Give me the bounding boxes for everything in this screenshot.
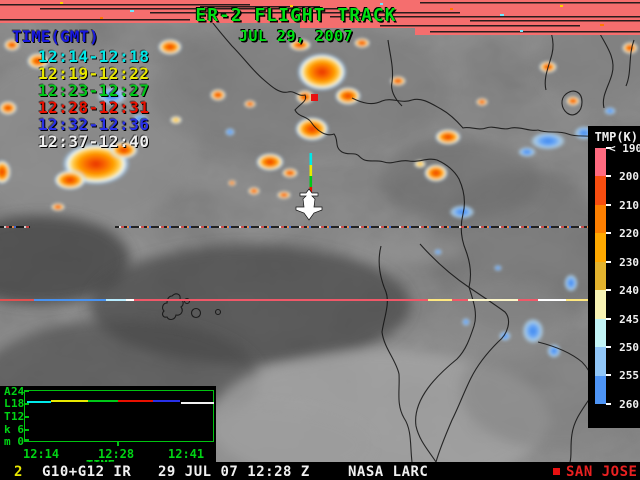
page-date: JUL 29, 2007 xyxy=(238,27,354,45)
time-legend-entry: 12:19-12:22 xyxy=(38,64,150,83)
hot-cloud-blobs xyxy=(0,38,638,211)
time-legend-entry: 12:32-12:36 xyxy=(38,115,150,134)
san-jose-marker xyxy=(311,94,318,101)
channel-number: 2 xyxy=(14,464,23,480)
colorbar-tick-label: < 190 xyxy=(609,142,640,155)
altitude-profile-segment xyxy=(118,400,153,402)
coastlines xyxy=(162,0,640,462)
colorbar-tick-label: 250 xyxy=(619,341,639,354)
colorbar-tick-label: 230 xyxy=(619,256,639,269)
colorbar-segment xyxy=(595,318,606,348)
y-tick-label: 12 xyxy=(11,410,25,423)
colorbar-segment xyxy=(595,233,606,262)
altitude-profile-segment xyxy=(51,400,88,402)
colorbar-tick-label: 245 xyxy=(619,313,639,326)
x-tick-label: 12:28 xyxy=(98,447,135,461)
agency-label: NASA LARC xyxy=(348,464,429,480)
altitude-profile-segment xyxy=(27,401,51,403)
datetime-label: 29 JUL 07 12:28 Z xyxy=(158,464,310,480)
colorbar-segment xyxy=(595,148,606,177)
colorbar-segment xyxy=(595,204,606,234)
colorbar-tick-label: 210 xyxy=(619,199,639,212)
noise-specks xyxy=(60,2,604,32)
altitude-profile-segment xyxy=(181,402,214,404)
colorbar-title: TMP(K) xyxy=(594,130,638,144)
colorbar-tick-label: 260 xyxy=(619,398,639,411)
y-tick-label: 0 xyxy=(17,435,24,448)
x-tick-label: 12:41 xyxy=(168,447,205,461)
time-legend-entry: 12:14-12:18 xyxy=(38,47,150,66)
altitude-profile-segment xyxy=(88,400,118,402)
altitude-profile-segment xyxy=(153,400,180,402)
colorbar-tick-label: 220 xyxy=(619,227,639,240)
top-noise-band xyxy=(0,0,640,35)
colorbar-segment xyxy=(595,290,606,319)
altitude-plot-frame xyxy=(24,390,214,442)
time-legend-entry: 12:28-12:31 xyxy=(38,98,150,117)
san-jose-label: SAN JOSE xyxy=(566,464,638,480)
colorbar-tick-label: 240 xyxy=(619,284,639,297)
y-tick-label: 24 xyxy=(11,385,25,398)
er2-aircraft-icon xyxy=(295,188,323,221)
colorbar-gradient xyxy=(595,148,606,404)
colorbar-segment xyxy=(595,176,606,205)
title-block: ER-2 FLIGHT TRACK JUL 29, 2007 xyxy=(168,5,424,45)
y-axis-char: T xyxy=(4,410,11,423)
y-tick-label: 18 xyxy=(11,397,25,410)
time-legend-entries: 12:14-12:18 12:19-12:22 12:23-12:27 12:2… xyxy=(38,48,149,150)
time-legend: TIME(GMT) 12:14-12:18 12:19-12:22 12:23-… xyxy=(12,27,149,150)
scanline-artifact xyxy=(115,226,640,228)
scanline-artifact-left xyxy=(0,226,30,228)
y-axis-char: m xyxy=(4,435,11,448)
time-legend-entry: 12:37-12:40 xyxy=(38,132,150,151)
flight-track xyxy=(295,94,323,221)
time-legend-title: TIME(GMT) xyxy=(12,27,99,46)
colorbar-tick-label: 255 xyxy=(619,369,639,382)
x-tick-label: 12:14 xyxy=(23,447,60,461)
temperature-colorbar: TMP(K) < 190 200 210 220 230 240 245 250… xyxy=(588,126,640,428)
colorbar-segment xyxy=(595,347,606,376)
colorbar-segment xyxy=(595,375,606,404)
time-legend-entry: 12:23-12:27 xyxy=(38,81,150,100)
page-title: ER-2 FLIGHT TRACK xyxy=(195,5,397,26)
y-tick-label: 6 xyxy=(17,423,24,436)
y-axis-char: A xyxy=(4,385,11,398)
colorbar-tick-label: 200 xyxy=(619,170,639,183)
product-label: G10+G12 IR xyxy=(42,464,132,480)
colorbar-segment xyxy=(595,261,606,291)
cold-cloud-blobs xyxy=(97,87,616,358)
status-bar: 2 G10+G12 IR 29 JUL 07 12:28 Z NASA LARC… xyxy=(0,462,640,480)
y-axis-char: k xyxy=(4,423,11,436)
y-axis-char: L xyxy=(4,397,11,410)
equator-line-artifact xyxy=(0,299,640,301)
san-jose-legend-icon xyxy=(553,468,560,475)
